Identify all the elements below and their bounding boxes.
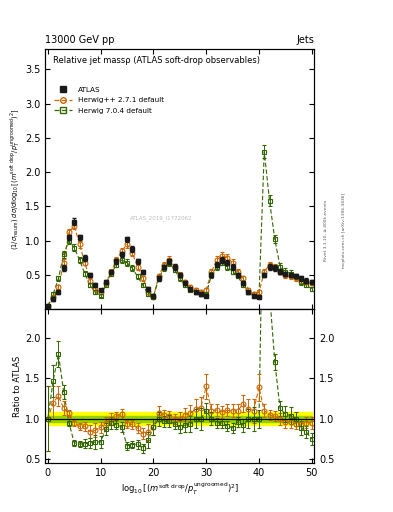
- Text: Rivet 3.1.10, ≥ 400k events: Rivet 3.1.10, ≥ 400k events: [324, 200, 328, 261]
- Text: mcplots.cern.ch [arXiv:1306.3436]: mcplots.cern.ch [arXiv:1306.3436]: [342, 193, 346, 268]
- X-axis label: $\log_{10}[(m^{\rm soft\ drop}/p_T^{\rm ungroomed})^2]$: $\log_{10}[(m^{\rm soft\ drop}/p_T^{\rm …: [121, 481, 239, 497]
- Y-axis label: Ratio to ATLAS: Ratio to ATLAS: [13, 356, 22, 417]
- Text: ATLAS_2019_I1772062: ATLAS_2019_I1772062: [130, 215, 192, 221]
- Text: Relative jet massρ (ATLAS soft-drop observables): Relative jet massρ (ATLAS soft-drop obse…: [53, 56, 260, 66]
- Text: Jets: Jets: [297, 34, 314, 45]
- Legend: ATLAS, Herwig++ 2.7.1 default, Herwig 7.0.4 default: ATLAS, Herwig++ 2.7.1 default, Herwig 7.…: [51, 83, 167, 117]
- Y-axis label: $(1/\sigma_{\rm resum})\ d\sigma/d\log_{10}[(m^{\rm soft\ drop}/p_T^{\rm ungroom: $(1/\sigma_{\rm resum})\ d\sigma/d\log_{…: [9, 108, 22, 250]
- Text: 13000 GeV pp: 13000 GeV pp: [45, 34, 115, 45]
